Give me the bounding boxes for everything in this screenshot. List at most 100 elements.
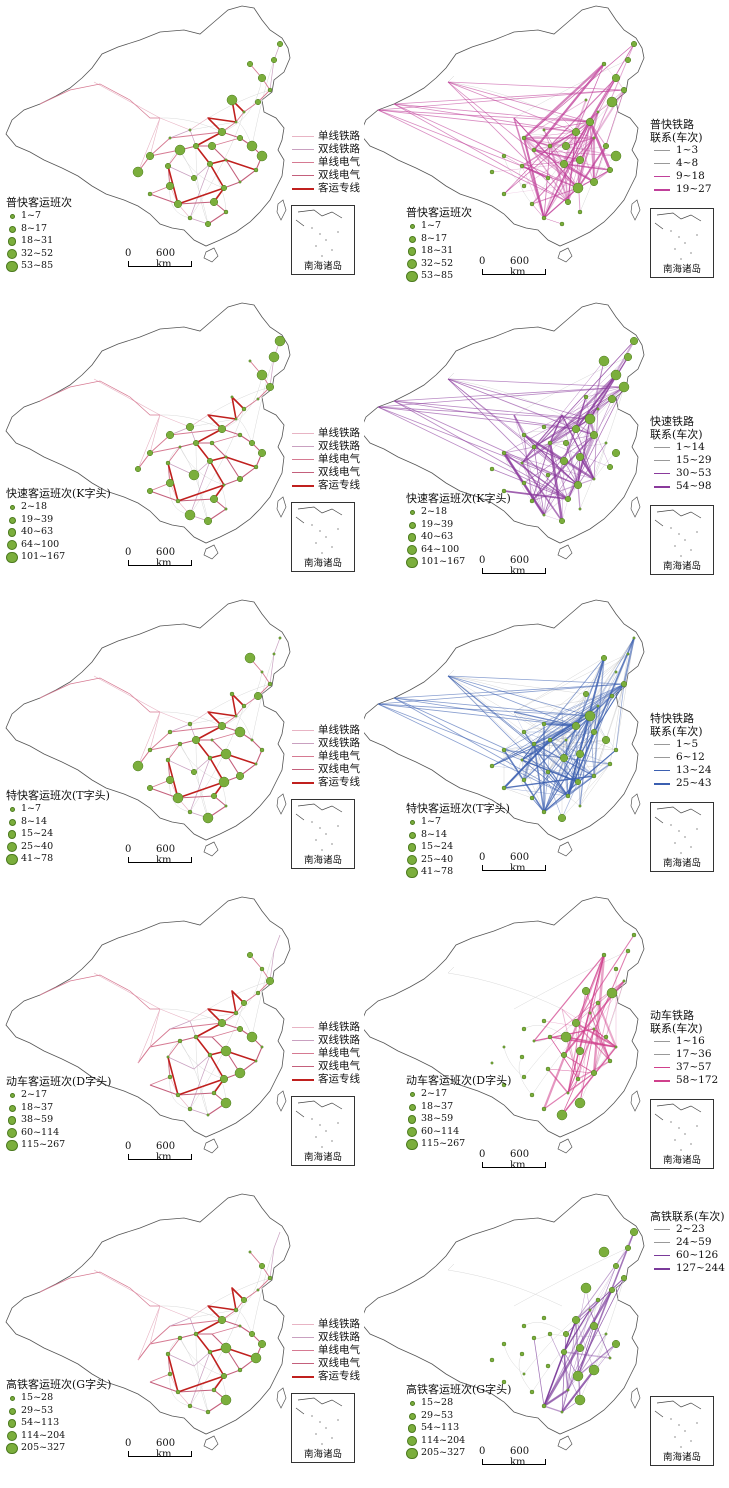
od-link <box>513 657 605 713</box>
station-symbol <box>206 1113 210 1117</box>
station-symbol <box>532 1039 536 1043</box>
station-class-label: 32~52 <box>21 247 54 259</box>
station-symbol <box>529 1389 535 1395</box>
railway-line <box>167 1351 211 1413</box>
station-symbol <box>248 359 252 363</box>
station-size-symbol <box>8 1407 16 1415</box>
station-symbol <box>571 1315 581 1325</box>
station-legend: 普快客运班次 1~7 8~17 18~31 32~52 53~85 <box>6 196 72 273</box>
inset-coastline <box>654 1400 702 1418</box>
station-symbol <box>192 142 200 150</box>
railway-legend-item: 双线电气 <box>292 1060 360 1073</box>
od-link <box>575 386 625 430</box>
station-symbol <box>502 1045 506 1049</box>
station-symbol <box>590 728 598 736</box>
railway-swatch <box>292 769 314 770</box>
od-link <box>593 992 613 1074</box>
railway-legend: 单线铁路 双线铁路 单线电气 双线电气 客运专线 <box>292 130 360 195</box>
railway-line <box>93 1269 161 1361</box>
railway-type-label: 单线电气 <box>318 1047 360 1059</box>
link-swatch <box>654 1229 670 1230</box>
china-outline <box>5 1193 291 1435</box>
od-link <box>521 462 563 522</box>
station-legend-title: 特快客运班次(T字头) <box>406 802 510 815</box>
od-link <box>393 89 625 105</box>
station-size-symbol <box>409 510 415 515</box>
station-class-label: 8~14 <box>421 828 448 840</box>
island-dot <box>315 1136 317 1138</box>
station-symbol <box>260 1045 264 1049</box>
link-legend: 快速铁路 联系(车次) 1~14 15~29 30~53 54~98 <box>650 415 712 493</box>
station-legend-title: 动车客运班次(D字头) <box>406 1074 512 1087</box>
province-boundary <box>221 77 263 133</box>
station-symbol <box>601 61 607 67</box>
inset-coastline <box>654 212 702 230</box>
od-link <box>377 703 579 783</box>
station-symbol <box>564 495 572 503</box>
station-symbol <box>210 792 218 800</box>
island-dot <box>311 524 313 526</box>
od-link <box>447 675 587 695</box>
od-link <box>593 89 625 183</box>
province-boundary <box>518 759 533 799</box>
railway-line <box>167 1353 225 1393</box>
od-link <box>543 145 551 219</box>
railway-legend-item: 单线电气 <box>292 156 360 169</box>
station-symbol <box>191 735 201 745</box>
inset-map <box>295 1100 343 1148</box>
island-dot <box>319 1124 321 1126</box>
od-link <box>549 414 563 444</box>
province-boundary <box>189 715 237 725</box>
station-symbol <box>541 1018 547 1024</box>
station-legend-item: 64~100 <box>6 538 111 550</box>
od-link <box>543 99 587 219</box>
province-boundary <box>447 972 563 1010</box>
station-symbol <box>278 636 282 640</box>
od-link <box>393 400 577 430</box>
station-symbol <box>583 394 589 400</box>
od-link <box>575 1299 599 1321</box>
scale-bar-line <box>128 261 192 267</box>
station-legend-title: 普快客运班次 <box>6 196 72 209</box>
od-link <box>547 1068 569 1094</box>
province-boundary <box>159 414 223 430</box>
od-link <box>579 137 595 161</box>
station-class-label: 114~204 <box>421 1434 466 1446</box>
station-class-label: 1~7 <box>21 803 42 814</box>
province-boundary <box>221 671 263 727</box>
station-symbol <box>521 183 527 189</box>
od-link <box>513 414 545 516</box>
station-class-label: 25~40 <box>21 840 54 852</box>
link-class-label: 1~5 <box>676 738 699 750</box>
province-boundary <box>447 1263 455 1271</box>
province-boundary <box>251 653 275 741</box>
od-link <box>567 705 599 797</box>
scale-distance-label: 600 km <box>510 1446 530 1468</box>
link-class-label: 13~24 <box>676 764 712 776</box>
od-link <box>567 950 629 1094</box>
station-size-symbol <box>9 1093 15 1098</box>
station-symbol <box>575 1076 581 1082</box>
inset-label: 南海诸岛 <box>662 264 701 275</box>
station-size-symbol <box>6 1442 18 1455</box>
island-dot <box>331 546 333 548</box>
station-symbol <box>574 1097 586 1109</box>
station-symbol <box>584 710 596 722</box>
railway-legend-item: 双线电气 <box>292 169 360 182</box>
station-symbol <box>233 1010 239 1016</box>
province-boundary <box>179 1040 209 1116</box>
link-legend-item: 13~24 <box>650 764 712 777</box>
south-china-sea-inset: 南海诸岛 <box>291 799 355 869</box>
station-symbol <box>590 1069 598 1077</box>
province-boundary <box>579 1277 625 1401</box>
od-link <box>543 217 563 225</box>
inset-coastline <box>295 1397 343 1415</box>
station-legend-item: 1~7 <box>6 209 72 222</box>
station-symbol <box>541 1106 547 1112</box>
od-link <box>377 109 591 123</box>
station-legend-item: 40~63 <box>406 530 511 543</box>
link-swatch <box>654 176 670 177</box>
station-symbol <box>571 1018 581 1028</box>
station-legend-item: 18~31 <box>6 234 72 247</box>
railway-type-label: 客运专线 <box>318 776 360 788</box>
